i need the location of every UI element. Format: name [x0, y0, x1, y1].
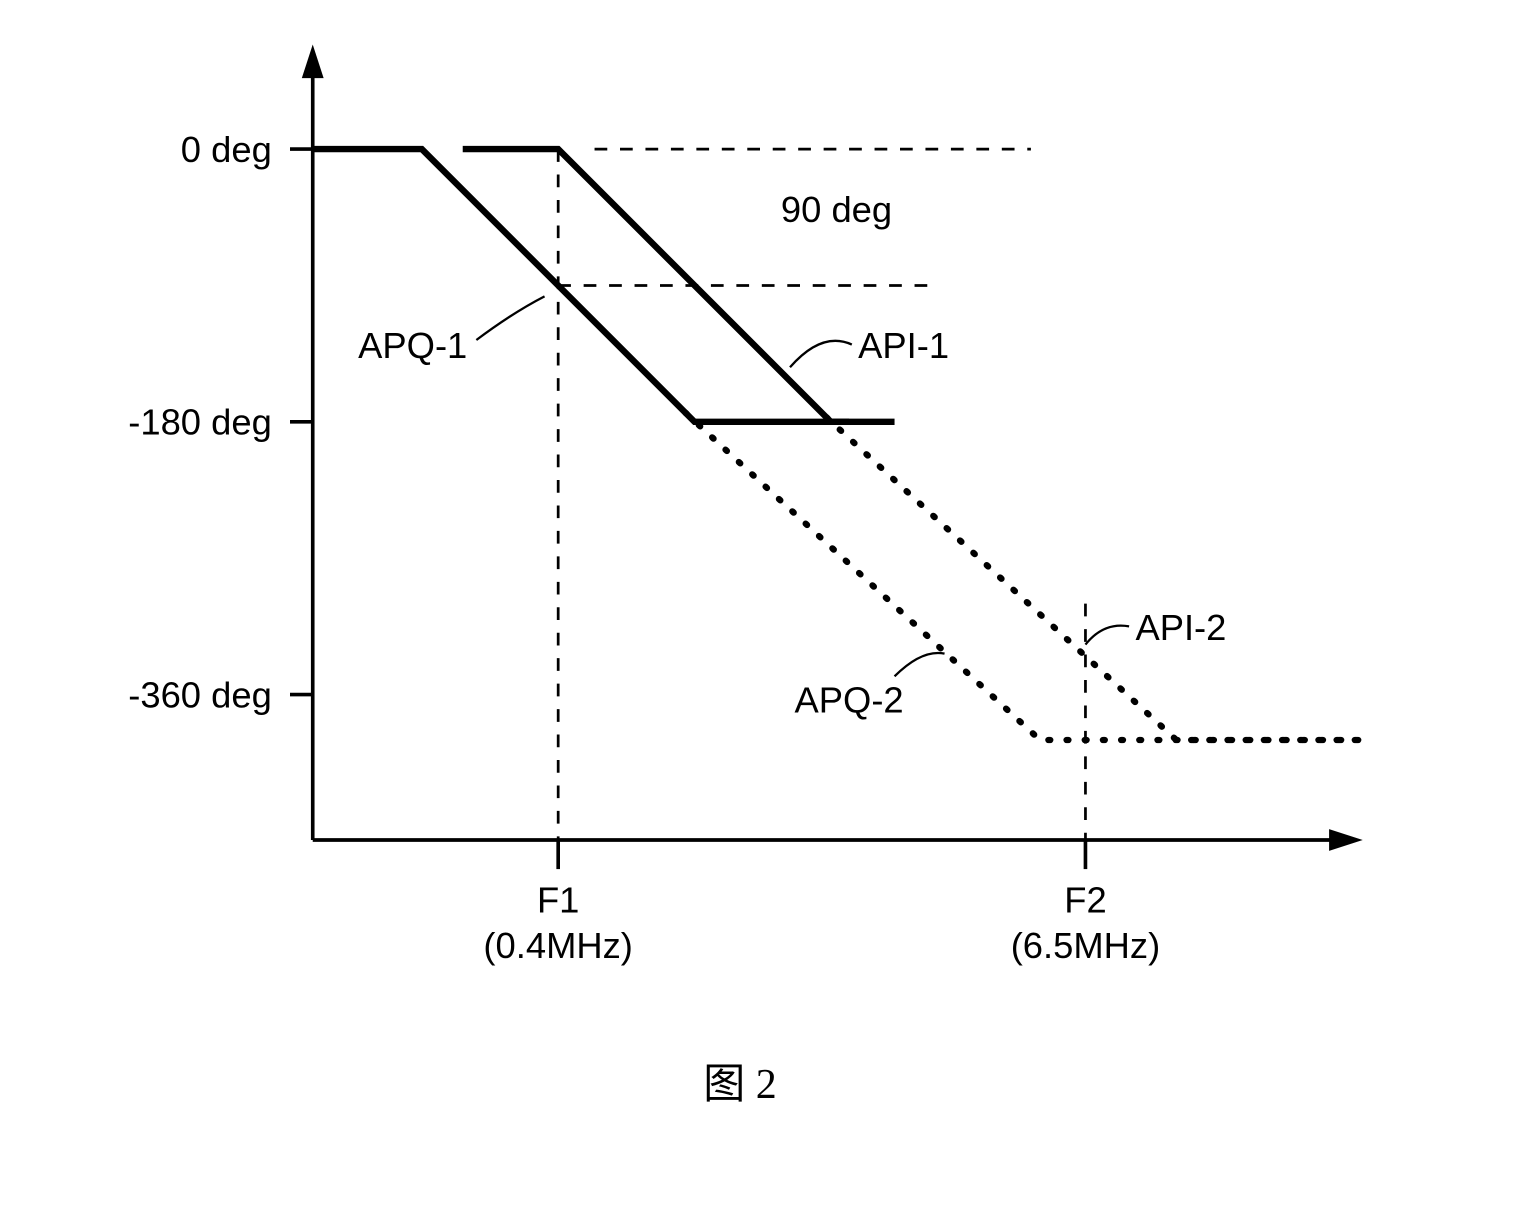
y-ticks: 0 deg -180 deg -360 deg [128, 129, 312, 715]
x-axis-arrow [1329, 829, 1363, 851]
label-apq2-group: APQ-2 [795, 653, 945, 721]
xtick-f2: F2 [1064, 880, 1106, 921]
xtick-f2-sub: (6.5MHz) [1011, 925, 1160, 966]
label-90deg: 90 deg [781, 189, 892, 230]
ytick-360: -360 deg [128, 674, 272, 715]
y-axis-arrow [302, 45, 324, 79]
label-apq2: APQ-2 [795, 680, 904, 721]
series-apq2 [685, 413, 1358, 740]
reference-lines [558, 149, 1085, 840]
ytick-0: 0 deg [181, 129, 272, 170]
xtick-f1: F1 [537, 880, 579, 921]
series-api2 [826, 417, 1358, 740]
label-api2: API-2 [1135, 607, 1226, 648]
xtick-f1-sub: (0.4MHz) [483, 925, 632, 966]
ytick-180: -180 deg [128, 402, 272, 443]
label-api2-group: API-2 [1085, 607, 1226, 648]
phase-chart: 0 deg -180 deg -360 deg F1 (0.4MHz) F2 (… [40, 40, 1440, 1140]
label-api1: API-1 [858, 325, 949, 366]
chart-svg: 0 deg -180 deg -360 deg F1 (0.4MHz) F2 (… [40, 40, 1440, 1040]
figure-caption: 图 2 [40, 1050, 1440, 1111]
label-apq1: APQ-1 [358, 325, 467, 366]
label-api1-group: API-1 [790, 325, 949, 367]
label-apq1-group: APQ-1 [358, 296, 544, 366]
axes [302, 45, 1363, 851]
x-ticks: F1 (0.4MHz) F2 (6.5MHz) [483, 840, 1160, 966]
